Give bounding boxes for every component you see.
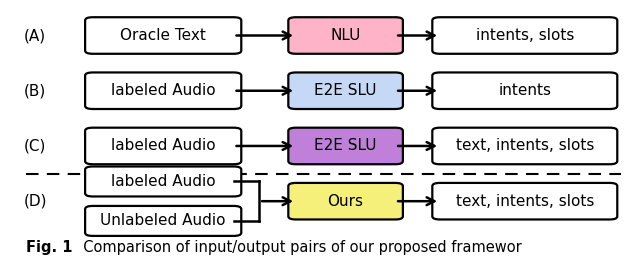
Text: Unlabeled Audio: Unlabeled Audio [100, 213, 226, 229]
FancyBboxPatch shape [433, 73, 617, 109]
FancyBboxPatch shape [433, 17, 617, 54]
FancyBboxPatch shape [288, 183, 403, 219]
Text: (C): (C) [24, 138, 46, 154]
Text: (B): (B) [24, 83, 46, 98]
FancyBboxPatch shape [288, 128, 403, 164]
Text: labeled Audio: labeled Audio [111, 138, 216, 154]
Text: Comparison of input/output pairs of our proposed framewor: Comparison of input/output pairs of our … [74, 240, 522, 255]
FancyBboxPatch shape [433, 183, 617, 219]
FancyBboxPatch shape [85, 128, 241, 164]
Text: labeled Audio: labeled Audio [111, 174, 216, 189]
Text: Oracle Text: Oracle Text [120, 28, 206, 43]
Text: Fig. 1: Fig. 1 [26, 240, 72, 255]
Text: intents: intents [499, 83, 551, 98]
FancyBboxPatch shape [85, 166, 241, 196]
Text: Ours: Ours [328, 194, 364, 209]
FancyBboxPatch shape [288, 73, 403, 109]
FancyBboxPatch shape [85, 17, 241, 54]
FancyBboxPatch shape [288, 17, 403, 54]
Text: E2E SLU: E2E SLU [314, 83, 377, 98]
Text: text, intents, slots: text, intents, slots [456, 138, 594, 154]
Text: NLU: NLU [330, 28, 361, 43]
FancyBboxPatch shape [433, 128, 617, 164]
Text: text, intents, slots: text, intents, slots [456, 194, 594, 209]
Text: labeled Audio: labeled Audio [111, 83, 216, 98]
Text: (A): (A) [24, 28, 46, 43]
FancyBboxPatch shape [85, 73, 241, 109]
Text: intents, slots: intents, slots [476, 28, 574, 43]
Text: (D): (D) [24, 194, 47, 209]
FancyBboxPatch shape [85, 206, 241, 236]
Text: E2E SLU: E2E SLU [314, 138, 377, 154]
